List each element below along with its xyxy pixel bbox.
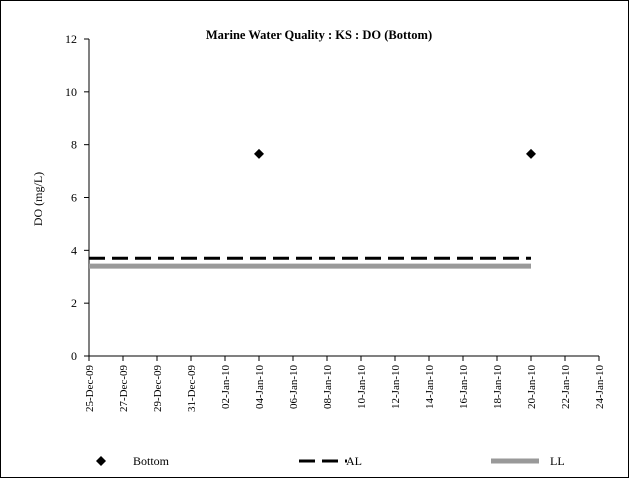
y-tick-label: 2: [71, 296, 77, 310]
x-tick-label: 06-Jan-10: [288, 365, 300, 409]
x-tick-label: 27-Dec-09: [118, 365, 130, 413]
chart-title: Marine Water Quality : KS : DO (Bottom): [206, 28, 432, 42]
x-tick-label: 10-Jan-10: [356, 365, 368, 409]
x-tick-label: 14-Jan-10: [424, 365, 436, 409]
x-tick-label: 29-Dec-09: [152, 365, 164, 413]
y-axis-label: DO (mg/L): [31, 172, 45, 226]
x-tick-label: 12-Jan-10: [390, 365, 402, 409]
legend: Bottom AL LL: [96, 454, 565, 468]
legend-ll-label: LL: [550, 454, 565, 468]
x-tick-label: 18-Jan-10: [492, 365, 504, 409]
y-tick-label: 6: [71, 191, 77, 205]
x-tick-label: 02-Jan-10: [220, 365, 232, 409]
y-tick-label: 0: [71, 349, 77, 363]
x-tick-label: 31-Dec-09: [186, 365, 198, 413]
x-tick-label: 22-Jan-10: [560, 365, 572, 409]
x-tick-label: 25-Dec-09: [84, 365, 96, 413]
y-tick-label: 8: [71, 138, 77, 152]
x-tick-label: 08-Jan-10: [322, 365, 334, 409]
x-tick-label: 04-Jan-10: [254, 365, 266, 409]
plot-area: 0 2 4 6 8 10 12 25-Dec-09 27-Dec-09 29-Dec-09 31-D…: [65, 32, 606, 412]
x-tick-label: 16-Jan-10: [458, 365, 470, 409]
bottom-point: [526, 148, 536, 159]
bottom-point: [254, 148, 264, 159]
legend-bottom-marker: [96, 456, 106, 466]
legend-bottom-label: Bottom: [133, 454, 170, 468]
y-tick-label: 12: [65, 32, 77, 46]
y-tick-label: 10: [65, 85, 77, 99]
legend-al-label: AL: [346, 454, 362, 468]
y-tick-label: 4: [71, 243, 77, 257]
x-tick-label: 20-Jan-10: [526, 365, 538, 409]
x-tick-label: 24-Jan-10: [594, 365, 606, 409]
